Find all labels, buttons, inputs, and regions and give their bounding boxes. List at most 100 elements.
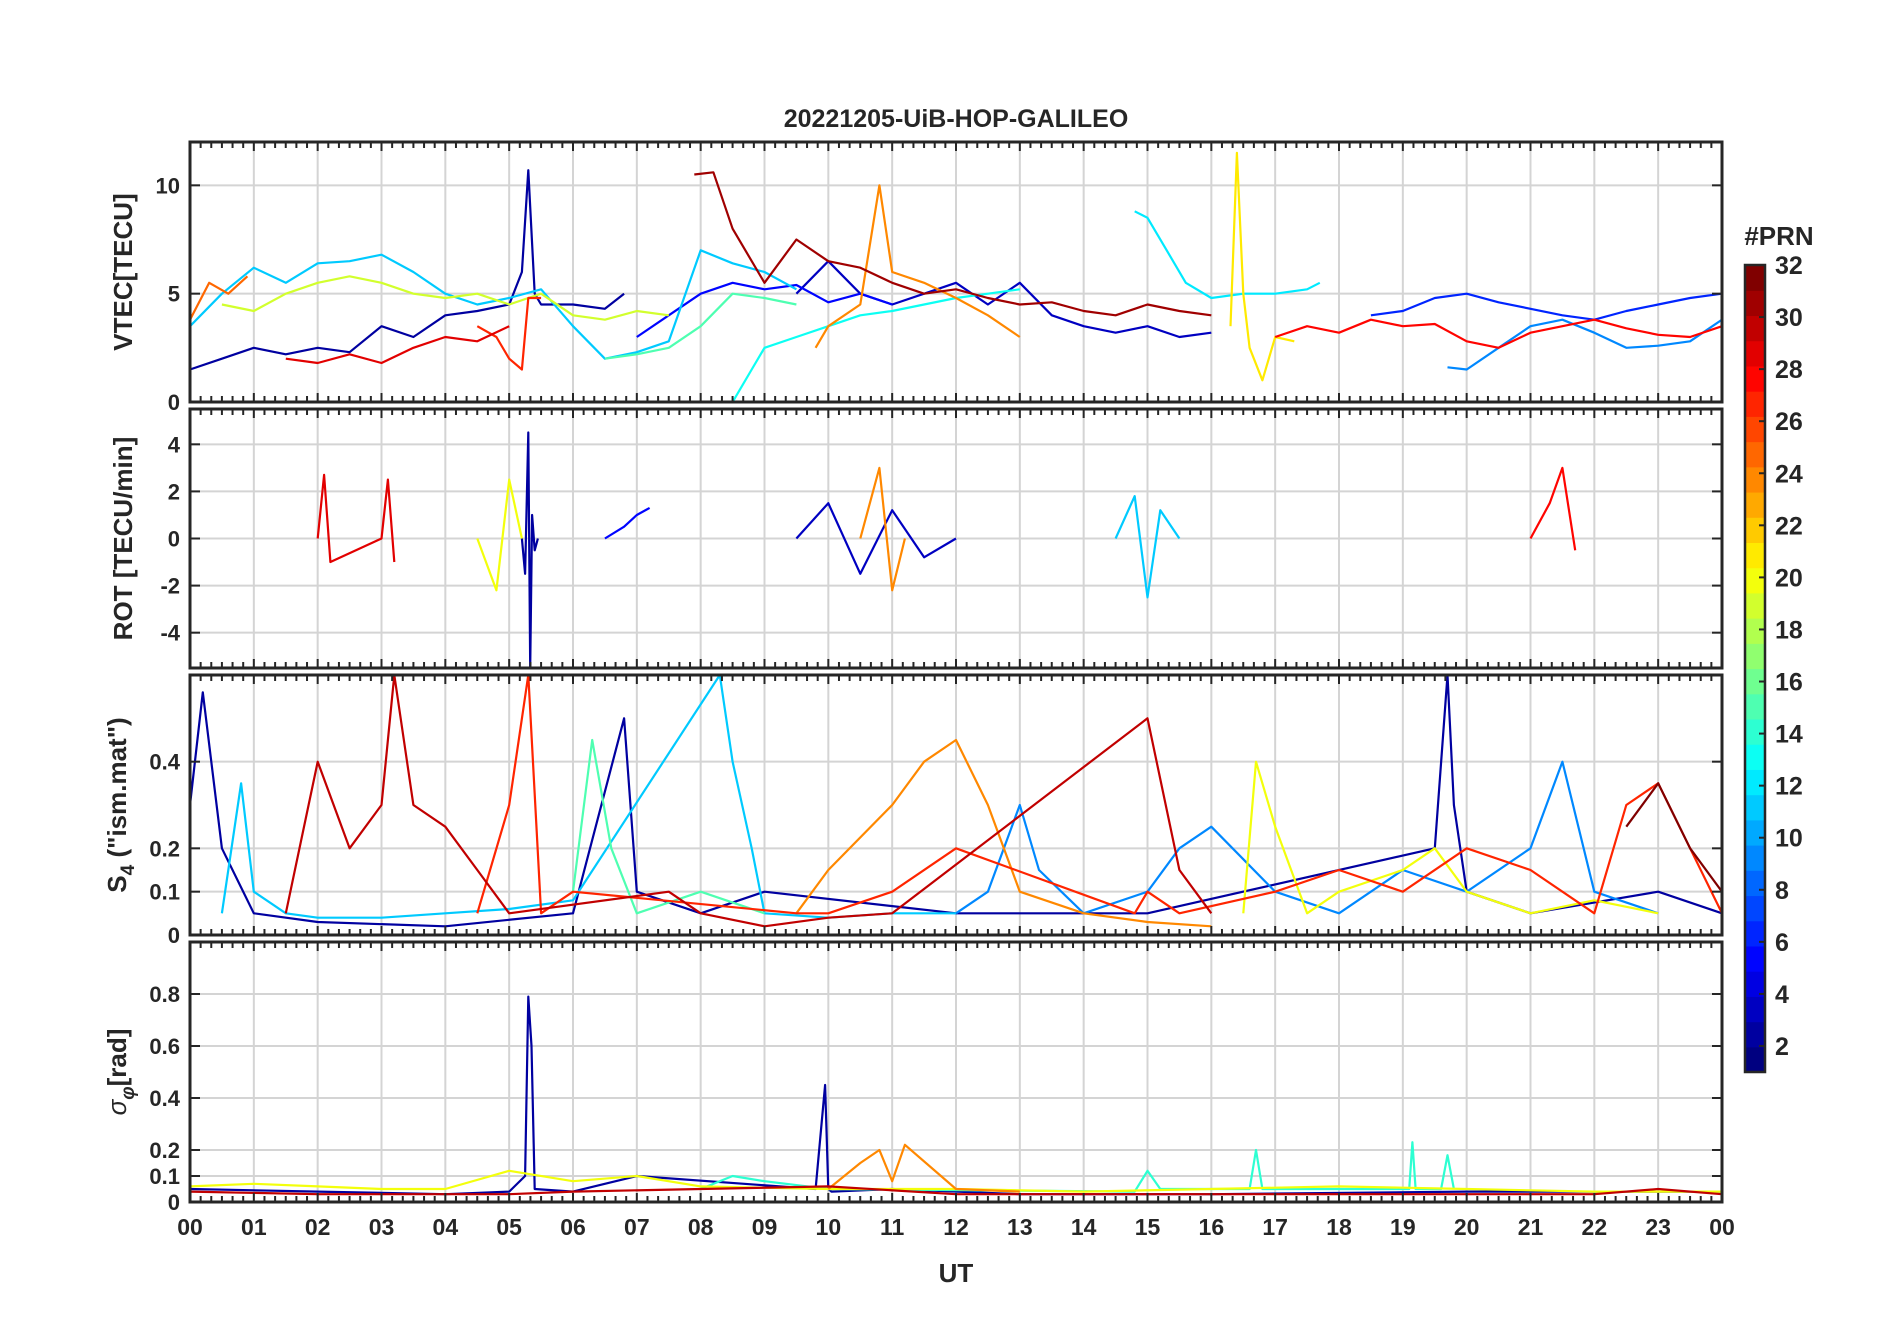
series-line-prn-19	[221, 275, 669, 321]
x-tick-label: 18	[1326, 1214, 1352, 1240]
y-tick-label: 0.1	[149, 1164, 180, 1189]
colorbar-segment	[1745, 567, 1765, 594]
colorbar-segment	[1745, 895, 1765, 922]
series-group	[190, 151, 1722, 402]
colorbar-segment	[1745, 517, 1765, 544]
colorbar-tick-label: 2	[1775, 1033, 1789, 1061]
x-tick-label: 14	[1071, 1214, 1097, 1240]
series-line-prn-29	[316, 473, 396, 564]
colorbar-tick-label: 22	[1775, 512, 1803, 540]
x-tick-label: 21	[1518, 1214, 1544, 1240]
colorbar-segment	[1745, 769, 1765, 796]
x-tick-label: 15	[1135, 1214, 1161, 1240]
colorbar-segment	[1745, 693, 1765, 720]
colorbar-segment	[1745, 441, 1765, 468]
x-tick-label: 17	[1262, 1214, 1288, 1240]
panel-rot: -4 -2 0 2 4 ROT [TECU/min]	[108, 407, 1724, 670]
y-tick-label: 0.2	[149, 836, 180, 861]
series-line-prn-25	[190, 275, 249, 321]
y-tick-label: 0	[168, 923, 180, 948]
colorbar-segment	[1745, 643, 1765, 670]
colorbar-tick-label: 12	[1775, 773, 1803, 801]
colorbar-segment	[1745, 668, 1765, 695]
x-tick-label: 08	[688, 1214, 714, 1240]
x-tick-labels: 00 01 02 03 04 05 06 07 08 09 10 11 12 13 14 15 16 17 18 19…	[177, 1214, 1735, 1240]
series-line-prn-9	[1447, 318, 1722, 371]
x-tick-label: 10	[816, 1214, 842, 1240]
series-line-prn-11	[190, 249, 797, 360]
x-tick-label: 09	[752, 1214, 778, 1240]
colorbar-segment	[1745, 870, 1765, 897]
x-axis-label: UT	[939, 1258, 974, 1288]
colorbar-segment	[1745, 290, 1765, 317]
y-tick-label: 0	[168, 390, 180, 415]
series-line-prn-20	[190, 1169, 1722, 1193]
colorbar-segment	[1745, 718, 1765, 745]
x-tick-label: 01	[241, 1214, 267, 1240]
colorbar-segment	[1745, 819, 1765, 846]
series-line-prn-24	[827, 1143, 1020, 1193]
series-line-prn-5	[604, 506, 651, 540]
series-line-prn-28	[1529, 466, 1577, 551]
series-group	[316, 431, 1577, 668]
colorbar-tick-label: 4	[1775, 981, 1789, 1009]
colorbar-segment	[1745, 340, 1765, 367]
series-line-prn-30	[284, 675, 1213, 928]
y-tick-label: 0.8	[149, 982, 180, 1007]
colorbar-tick-label: 6	[1775, 929, 1789, 957]
colorbar-segment	[1745, 996, 1765, 1023]
colorbar-segment	[1745, 845, 1765, 871]
x-tick-label: 11	[880, 1214, 905, 1240]
colorbar-tick-label: 10	[1775, 825, 1803, 853]
series-line-prn-9	[955, 760, 1659, 915]
y-tick-label: -2	[160, 574, 180, 599]
colorbar-segment	[1745, 1046, 1765, 1073]
series-line-prn-13	[731, 288, 1020, 402]
colorbar-tick-label: 8	[1775, 877, 1789, 905]
colorbar-tick-label: 28	[1775, 356, 1803, 384]
colorbar-tick-label: 20	[1775, 564, 1803, 592]
colorbar-segment	[1745, 1021, 1765, 1048]
series-line-prn-24	[859, 466, 906, 592]
x-tick-label: 00	[1709, 1214, 1735, 1240]
series-line-prn-15	[571, 738, 765, 915]
y-axis-label: σφ[rad]	[102, 1029, 139, 1116]
series-line-prn-24	[814, 184, 1021, 349]
x-tick-label: 20	[1454, 1214, 1480, 1240]
colorbar-segment	[1745, 491, 1765, 518]
colorbar-tick-label: 32	[1775, 252, 1803, 280]
y-axis-label: ROT [TECU/min]	[108, 437, 138, 641]
colorbar-segment	[1745, 365, 1765, 392]
x-tick-label: 13	[1007, 1214, 1033, 1240]
colorbar-segment	[1745, 265, 1765, 291]
y-tick-label: 10	[156, 173, 180, 198]
colorbar-tick-label: 16	[1775, 669, 1803, 697]
colorbar-segment	[1745, 466, 1765, 493]
colorbar-segment	[1745, 391, 1765, 417]
y-tick-label: 0.4	[149, 750, 180, 775]
colorbar-segment	[1745, 592, 1765, 619]
y-tick-label: 0.1	[149, 880, 180, 905]
panel-s4: 0 0.1 0.2 0.4 S4 ("ism.mat")	[102, 673, 1724, 948]
series-line-prn-28	[1274, 318, 1722, 349]
x-tick-label: 02	[305, 1214, 331, 1240]
y-tick-label: 4	[168, 432, 181, 457]
panel-sigma: 00.10.2 0.4 0.6 0.8 σφ[rad]	[102, 940, 1724, 1215]
y-tick-label: 2	[168, 479, 180, 504]
series-line-prn-3	[795, 502, 957, 575]
y-tick-label: 5	[168, 282, 180, 307]
series-group	[190, 675, 1722, 928]
series-line-prn-11	[1114, 495, 1181, 599]
series-line-prn-32	[1625, 782, 1722, 893]
colorbar-tick-label: 18	[1775, 616, 1803, 644]
x-tick-label: 04	[433, 1214, 459, 1240]
colorbar-frame	[1743, 263, 1767, 1074]
colorbar-tick-label: 30	[1775, 304, 1803, 332]
series-line-prn-31	[694, 171, 1212, 317]
x-tick-label: 23	[1645, 1214, 1671, 1240]
colorbar-segment	[1745, 945, 1765, 972]
x-tick-label: 07	[624, 1214, 650, 1240]
x-tick-label: 03	[369, 1214, 395, 1240]
